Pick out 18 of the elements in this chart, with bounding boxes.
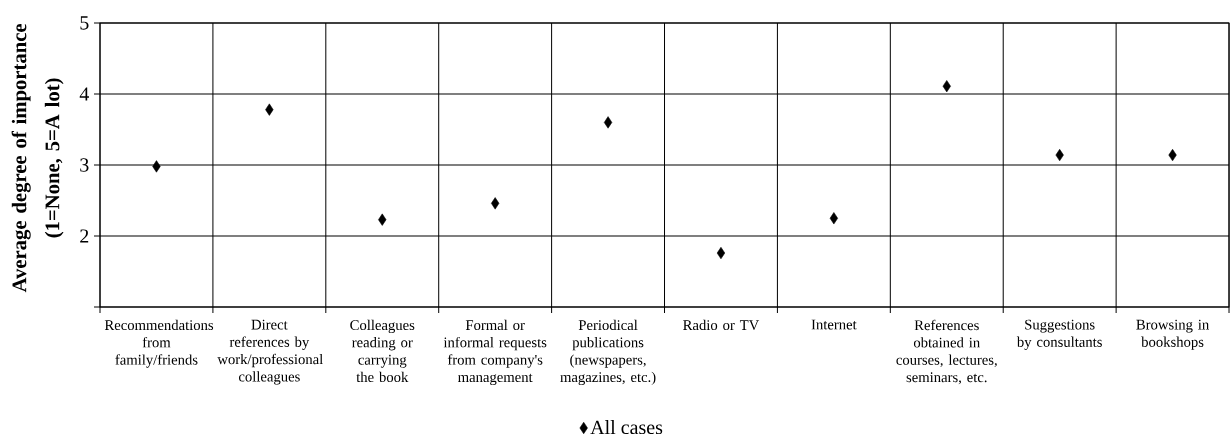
x-tick-label: References obtained in courses, lectures, seminars, etc. — [896, 319, 997, 385]
x-tick-label: Direct references by work/professional colleagues — [217, 319, 323, 385]
y-tick-label: 4 — [79, 87, 89, 101]
y-axis-title: Average degree of importance (1=None, 5=A lot) — [11, 23, 64, 293]
y-tick-label: 5 — [80, 16, 89, 30]
x-tick-label: Recommendations from family/friends — [104, 319, 214, 368]
x-tick-label: Suggestions by consultants — [1016, 319, 1102, 350]
y-tick-label: 3 — [80, 158, 89, 172]
x-tick-label: Formal or informal requests from company's management — [443, 319, 547, 386]
x-tick-label: Radio or TV — [683, 319, 760, 331]
x-tick-label: Periodical publications (newspapers, magazines, etc.) — [560, 319, 656, 386]
x-tick-label: Browsing in bookshops — [1136, 319, 1210, 350]
x-tick-label: Internet — [811, 319, 857, 330]
point — [603, 116, 613, 129]
x-tick-label: Colleagues reading or carrying the book — [350, 319, 415, 383]
legend-label: All cases — [590, 420, 663, 435]
y-tick-label: 2 — [80, 229, 89, 243]
point — [716, 246, 726, 260]
